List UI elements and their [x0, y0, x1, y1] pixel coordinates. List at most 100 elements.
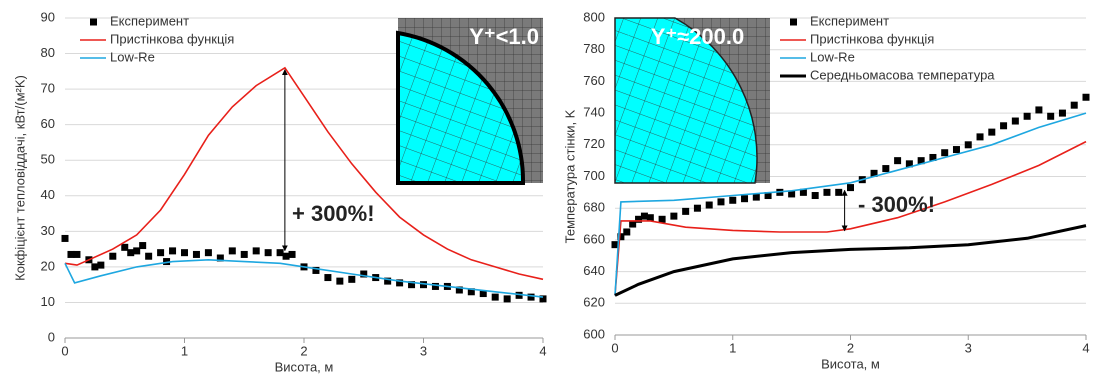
y-tick-label: 30 — [41, 223, 55, 238]
data-point — [977, 133, 984, 140]
x-tick-label: 0 — [611, 340, 618, 355]
data-point — [1059, 110, 1066, 117]
data-point — [109, 253, 116, 260]
data-point — [289, 251, 296, 258]
data-point — [348, 276, 355, 283]
data-point — [193, 251, 200, 258]
y-tick-label: 0 — [48, 329, 55, 344]
legend-marker — [90, 19, 97, 26]
y-tick-label: 80 — [41, 45, 55, 60]
data-point — [157, 249, 164, 256]
data-point — [253, 247, 260, 254]
data-point — [882, 165, 889, 172]
data-point — [659, 216, 666, 223]
y-tick-label: 800 — [583, 9, 605, 24]
data-point — [73, 251, 80, 258]
x-tick-label: 0 — [61, 343, 68, 358]
y-tick-label: 740 — [583, 105, 605, 120]
data-point — [265, 249, 272, 256]
data-point — [894, 157, 901, 164]
data-point — [205, 249, 212, 256]
data-point — [1035, 106, 1042, 113]
data-point — [729, 197, 736, 204]
x-tick-label: 4 — [539, 343, 546, 358]
data-point — [988, 129, 995, 136]
y-tick-label: 660 — [583, 231, 605, 246]
data-point — [169, 247, 176, 254]
data-point — [492, 294, 499, 301]
data-point — [812, 192, 819, 199]
data-point — [941, 149, 948, 156]
y-tick-label: 600 — [583, 326, 605, 341]
y-tick-label: 10 — [41, 294, 55, 309]
x-axis-title: Висота, м — [821, 356, 880, 371]
annotation: - 300%! — [858, 192, 935, 217]
y-tick-label: 60 — [41, 116, 55, 131]
data-point — [67, 251, 74, 258]
data-point — [670, 213, 677, 220]
annotation: + 300%! — [292, 201, 375, 226]
data-point — [706, 202, 713, 209]
data-point — [717, 198, 724, 205]
legend-label: Low-Re — [810, 49, 855, 64]
x-tick-label: 3 — [965, 340, 972, 355]
inset-label: Y⁺<1.0 — [469, 24, 539, 49]
y-tick-label: 620 — [583, 295, 605, 310]
data-point — [432, 283, 439, 290]
data-point — [127, 249, 134, 256]
y-tick-label: 20 — [41, 258, 55, 273]
data-point — [181, 249, 188, 256]
x-tick-label: 1 — [729, 340, 736, 355]
data-point — [283, 253, 290, 260]
y-tick-label: 700 — [583, 168, 605, 183]
data-point — [753, 194, 760, 201]
data-point — [139, 242, 146, 249]
figure: 010203040506070809001234Висота, мКокфіці… — [0, 0, 1096, 380]
data-point — [847, 184, 854, 191]
y-tick-label: 90 — [41, 9, 55, 24]
inset-label: Y⁺≈200.0 — [651, 24, 744, 49]
data-point — [1071, 102, 1078, 109]
data-point — [121, 244, 128, 251]
legend-label: Пристінкова функція — [810, 31, 934, 46]
data-point — [1012, 118, 1019, 125]
data-point — [324, 274, 331, 281]
legend-label: Експеримент — [810, 13, 889, 28]
data-point — [965, 141, 972, 148]
series-line — [615, 226, 1086, 296]
y-tick-label: 760 — [583, 73, 605, 88]
data-point — [1083, 94, 1090, 101]
data-point — [62, 235, 69, 242]
data-point — [229, 247, 236, 254]
data-point — [528, 294, 535, 301]
y-tick-label: 720 — [583, 136, 605, 151]
legend-label: Пристінкова функція — [110, 31, 234, 46]
data-point — [623, 228, 630, 235]
data-point — [241, 251, 248, 258]
y-tick-label: 680 — [583, 200, 605, 215]
data-point — [504, 295, 511, 302]
legend-marker — [790, 19, 797, 26]
x-tick-label: 1 — [181, 343, 188, 358]
data-point — [97, 262, 104, 269]
data-point — [741, 195, 748, 202]
x-tick-label: 3 — [420, 343, 427, 358]
x-axis-title: Висота, м — [275, 359, 334, 374]
data-point — [953, 146, 960, 153]
data-point — [336, 278, 343, 285]
y-tick-label: 70 — [41, 81, 55, 96]
legend-label: Експеримент — [110, 13, 189, 28]
y-tick-label: 50 — [41, 152, 55, 167]
data-point — [682, 208, 689, 215]
data-point — [835, 189, 842, 196]
data-point — [145, 253, 152, 260]
y-axis-title: Температура стінки, K — [562, 109, 577, 243]
data-point — [823, 189, 830, 196]
data-point — [133, 247, 140, 254]
x-tick-label: 2 — [300, 343, 307, 358]
legend-label: Low-Re — [110, 49, 155, 64]
data-point — [91, 263, 98, 270]
legend-label: Середньомасова температура — [810, 67, 995, 82]
y-tick-label: 780 — [583, 41, 605, 56]
data-point — [1000, 122, 1007, 129]
